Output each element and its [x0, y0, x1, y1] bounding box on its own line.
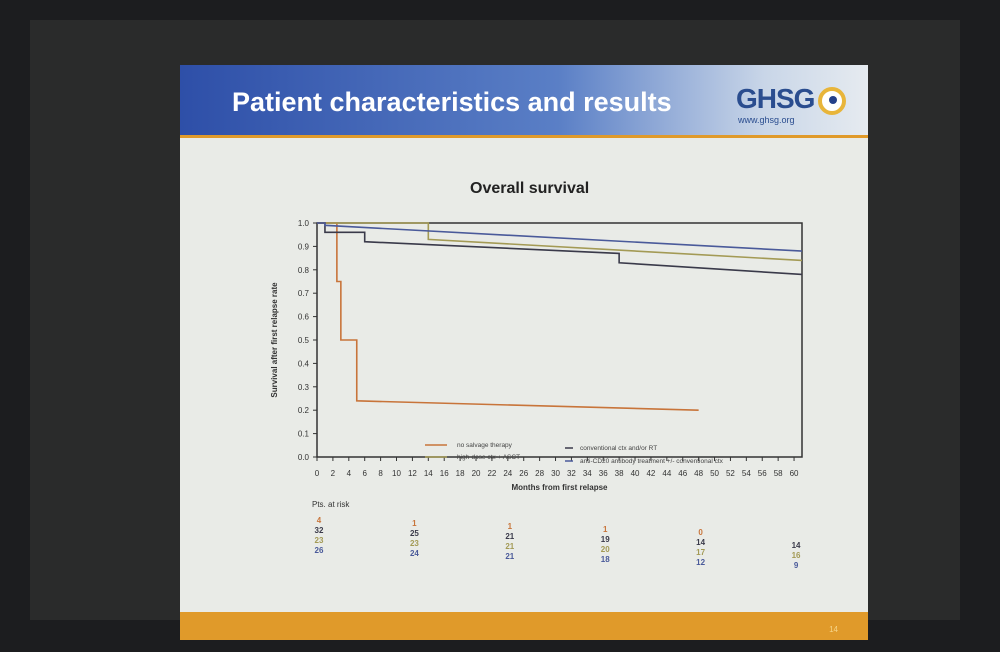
x-tick-label: 8 [378, 469, 383, 478]
risk-count: 1 [508, 522, 513, 531]
risk-count: 23 [410, 539, 419, 548]
y-tick-label: 0.7 [298, 289, 310, 298]
y-tick-label: 0.4 [298, 359, 310, 368]
x-tick-label: 60 [790, 469, 799, 478]
risk-count: 20 [601, 545, 610, 554]
risk-count: 24 [410, 549, 419, 558]
legend-label: high-dose ctx + ASCT [457, 454, 520, 461]
projection-screen: Patient characteristics and results GHSG… [30, 20, 960, 640]
x-tick-label: 26 [519, 469, 528, 478]
y-tick-label: 0.3 [298, 383, 310, 392]
x-tick-label: 0 [315, 469, 320, 478]
slide-title: Patient characteristics and results [232, 87, 672, 117]
x-tick-label: 10 [392, 469, 401, 478]
risk-count: 14 [696, 538, 705, 547]
x-tick-label: 22 [487, 469, 496, 478]
legend-label: conventional ctx and/or RT [580, 445, 657, 452]
x-tick-label: 48 [694, 469, 703, 478]
legend-label: no salvage therapy [457, 442, 513, 449]
risk-count: 0 [698, 528, 703, 537]
legend-label: anti-CD20 antibody treatment +/- convent… [580, 458, 724, 465]
risk-count: 1 [412, 519, 417, 528]
survival-curve-3 [317, 222, 803, 252]
x-tick-label: 34 [583, 469, 592, 478]
risk-count: 32 [315, 526, 324, 535]
risk-count: 26 [315, 546, 324, 555]
x-tick-label: 40 [631, 469, 640, 478]
x-tick-label: 12 [408, 469, 417, 478]
risk-count: 25 [410, 529, 419, 538]
x-tick-label: 50 [710, 469, 719, 478]
risk-count: 18 [601, 555, 610, 564]
y-tick-label: 0.6 [298, 313, 310, 322]
chart-title: Overall survival [470, 180, 590, 197]
risk-count: 4 [317, 516, 322, 525]
risk-table-label: Pts. at risk [312, 500, 350, 509]
risk-count: 21 [505, 552, 514, 561]
y-tick-label: 0.2 [298, 406, 310, 415]
page-number: 14 [829, 625, 838, 634]
eye-logo-icon [818, 87, 846, 115]
survival-chart: 0.00.10.20.30.40.50.60.70.80.91.00 2 4 6 8 10… [270, 219, 803, 570]
risk-count: 17 [696, 548, 705, 557]
x-tick-label: 58 [774, 469, 783, 478]
x-tick-label: 4 [347, 469, 352, 478]
x-tick-label: 52 [726, 469, 735, 478]
survival-curve-2 [317, 222, 803, 276]
risk-count: 9 [794, 561, 799, 570]
risk-count: 12 [696, 558, 705, 567]
x-tick-label: 44 [662, 469, 671, 478]
y-tick-label: 0.9 [298, 242, 310, 251]
y-axis-label: Survival after first relapse rate [270, 282, 279, 398]
risk-count: 21 [505, 532, 514, 541]
risk-count: 16 [792, 551, 801, 560]
header-divider [180, 135, 868, 138]
presentation-slide: Patient characteristics and results GHSG… [180, 65, 868, 640]
x-tick-label: 46 [678, 469, 687, 478]
ghsg-logo: GHSG www.ghsg.org [736, 83, 856, 128]
logo-text: GHSG [736, 83, 815, 114]
risk-count: 14 [792, 541, 801, 550]
x-tick-label: 18 [456, 469, 465, 478]
risk-count: 23 [315, 536, 324, 545]
risk-count: 1 [603, 525, 608, 534]
y-tick-label: 0.8 [298, 266, 310, 275]
slide-header: Patient characteristics and results GHSG… [180, 65, 868, 135]
x-tick-label: 24 [503, 469, 512, 478]
x-tick-label: 42 [646, 469, 655, 478]
x-tick-label: 28 [535, 469, 544, 478]
x-tick-label: 20 [472, 469, 481, 478]
x-tick-label: 38 [615, 469, 624, 478]
risk-count: 21 [505, 542, 514, 551]
plot-frame [316, 222, 803, 458]
x-axis-label: Months from first relapse [511, 483, 608, 492]
x-tick-label: 56 [758, 469, 767, 478]
x-tick-label: 14 [424, 469, 433, 478]
x-tick-label: 30 [551, 469, 560, 478]
x-tick-label: 16 [440, 469, 449, 478]
x-tick-label: 6 [362, 469, 367, 478]
risk-count: 19 [601, 535, 610, 544]
x-tick-label: 36 [599, 469, 608, 478]
y-tick-label: 0.1 [298, 430, 310, 439]
x-tick-label: 2 [331, 469, 336, 478]
logo-url: www.ghsg.org [738, 115, 795, 125]
y-tick-label: 0.5 [298, 336, 310, 345]
y-tick-label: 1.0 [298, 219, 310, 228]
y-tick-label: 0.0 [298, 453, 310, 462]
slide-footer: 14 [180, 612, 868, 640]
x-tick-label: 32 [567, 469, 576, 478]
x-tick-label: 54 [742, 469, 751, 478]
